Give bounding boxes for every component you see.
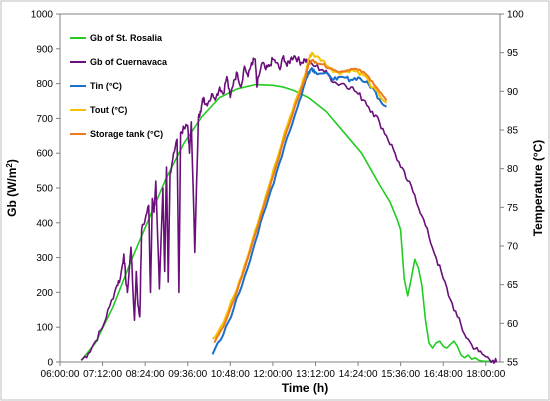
left-y-axis: 0 100 200 300 400 500 600 700 800 900 1000 — [31, 10, 60, 369]
x-axis-title: Time (h) — [282, 381, 328, 395]
right-y-tick-label: 70 — [507, 242, 519, 253]
legend-label-storage-tank-c: Storage tank (°C) — [90, 129, 163, 139]
left-y-tick-label: 500 — [36, 184, 53, 195]
x-axis: 06:00:00 07:12:00 08:24:00 09:36:00 10:48:00… — [41, 362, 506, 380]
x-tick-label: 14:24:00 — [339, 369, 378, 380]
right-y-tick-label: 60 — [507, 319, 519, 330]
x-tick-label: 06:00:00 — [41, 369, 80, 380]
legend: Gb of St. Rosalia Gb of Cuernavaca Tin (°C… — [70, 33, 168, 139]
x-tick-label: 15:36:00 — [381, 369, 420, 380]
x-tick-label: 10:48:00 — [211, 369, 250, 380]
right-y-tick-label: 65 — [507, 280, 519, 291]
x-tick-label: 09:36:00 — [168, 369, 207, 380]
legend-label-gb-of-cuernavaca: Gb of Cuernavaca — [90, 57, 168, 67]
left-y-tick-label: 1000 — [31, 10, 54, 21]
left-y-tick-label: 800 — [36, 79, 53, 90]
legend-label-tin-c: Tin (°C) — [90, 81, 122, 91]
right-y-tick-label: 100 — [507, 10, 524, 21]
series-layer — [80, 51, 498, 364]
right-y-axis: 55 60 65 70 75 80 85 90 95 100 — [499, 10, 524, 369]
series-line-gb-of-cuernavaca — [80, 55, 498, 364]
x-tick-label: 07:12:00 — [83, 369, 122, 380]
x-tick-label: 13:12:00 — [296, 369, 335, 380]
x-tick-label: 16:48:00 — [424, 369, 463, 380]
left-y-tick-label: 300 — [36, 253, 53, 264]
series-line-storage-tank-c — [213, 58, 388, 344]
x-tick-label: 18:00:00 — [466, 369, 505, 380]
right-y-tick-label: 85 — [507, 126, 519, 137]
left-y-tick-label: 700 — [36, 114, 53, 125]
x-tick-label: 12:00:00 — [253, 369, 292, 380]
left-y-axis-title-superscript: 2 — [5, 163, 14, 168]
left-y-axis-title-close: ) — [5, 159, 19, 163]
left-y-tick-label: 200 — [36, 288, 53, 299]
right-y-tick-label: 55 — [507, 358, 519, 369]
right-y-tick-label: 90 — [507, 87, 519, 98]
left-y-tick-label: 400 — [36, 218, 53, 229]
left-y-axis-title: Gb (W/m2) — [5, 159, 19, 217]
left-y-axis-title-base: Gb (W/m — [5, 168, 19, 217]
left-y-tick-label: 600 — [36, 149, 53, 160]
left-y-tick-label: 900 — [36, 44, 53, 55]
left-y-tick-label: 0 — [47, 358, 53, 369]
right-y-tick-label: 80 — [507, 164, 519, 175]
right-y-axis-title: Temperature (°C) — [531, 140, 545, 237]
x-tick-label: 08:24:00 — [126, 369, 165, 380]
right-y-tick-label: 75 — [507, 203, 519, 214]
legend-label-gb-of-st-rosalia: Gb of St. Rosalia — [90, 33, 163, 43]
left-y-tick-label: 100 — [36, 323, 53, 334]
legend-label-tout-c: Tout (°C) — [90, 105, 127, 115]
series-line-gb-of-st-rosalia — [80, 83, 497, 363]
right-y-tick-label: 95 — [507, 48, 519, 59]
series-line-tin-c — [211, 67, 388, 355]
